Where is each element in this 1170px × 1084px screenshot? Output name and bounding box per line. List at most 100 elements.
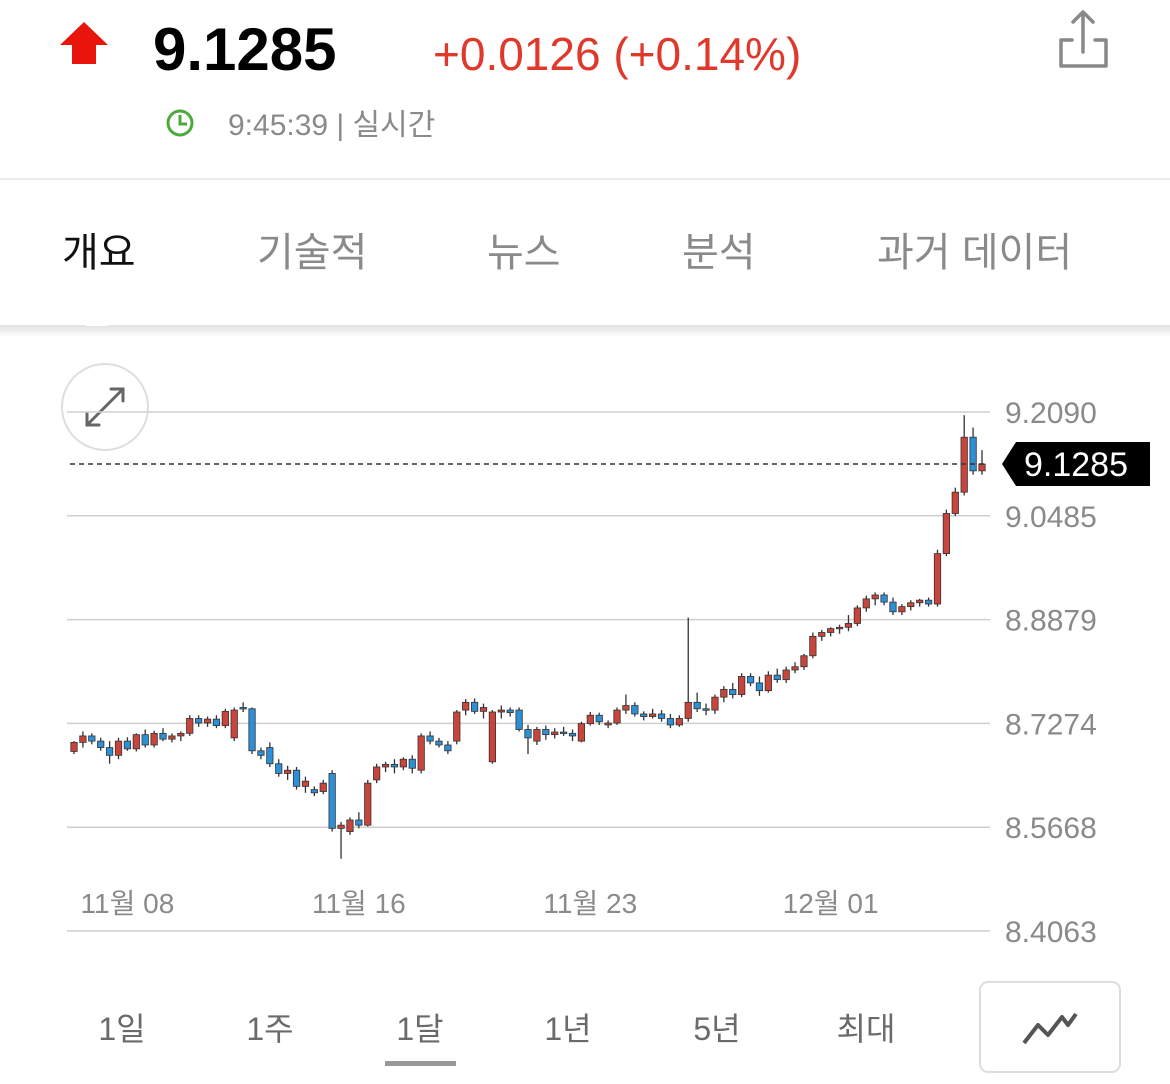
candle-body <box>70 741 78 752</box>
share-button[interactable] <box>1059 10 1108 68</box>
candle-body <box>186 718 194 734</box>
range-button[interactable]: 5년 <box>693 1011 740 1047</box>
candle-body <box>159 732 167 740</box>
candle-body <box>844 623 853 628</box>
y-tick-label: 9.0485 <box>1005 501 1097 534</box>
candle-body <box>97 740 105 748</box>
candle-body <box>364 782 372 826</box>
candle-body <box>649 713 657 717</box>
y-tick-label: 8.7274 <box>1005 708 1097 741</box>
candle-body <box>809 635 817 657</box>
candle-body <box>399 758 407 768</box>
candle-body <box>515 709 523 730</box>
candle-body <box>827 628 835 633</box>
candle-body <box>969 436 977 472</box>
tab-pointer <box>85 314 109 326</box>
range-button[interactable]: 1년 <box>544 1011 591 1047</box>
candle-body <box>631 705 639 715</box>
candle-body <box>560 731 568 734</box>
candle-body <box>470 701 479 712</box>
candle-body <box>773 674 781 681</box>
candle-body <box>933 553 942 605</box>
candle-body <box>595 714 603 723</box>
candle-body <box>880 594 888 603</box>
candle-body <box>444 744 452 752</box>
candle-body <box>346 819 354 833</box>
candle-body <box>337 824 345 829</box>
range-button[interactable]: 1주 <box>246 1011 293 1047</box>
candle-body <box>310 789 318 794</box>
candle-body <box>168 735 176 740</box>
candle-body <box>675 718 683 726</box>
candle-body <box>702 708 710 711</box>
x-tick-label: 11월 16 <box>312 888 406 919</box>
candle-body <box>177 732 185 737</box>
expand-button[interactable] <box>61 363 149 451</box>
candle-body <box>835 626 844 630</box>
candle-body <box>568 732 577 737</box>
candle-body <box>755 682 764 692</box>
candle-body <box>239 707 247 710</box>
candle-body <box>506 709 514 714</box>
candle-body <box>613 709 621 724</box>
candle-body <box>942 513 950 554</box>
candle-body <box>355 819 363 826</box>
tab[interactable]: 개요 <box>62 231 136 275</box>
candle-body <box>123 740 132 750</box>
candle-body <box>150 732 158 746</box>
candle-body <box>417 735 425 771</box>
candle-body <box>488 711 496 763</box>
candle-body <box>898 606 906 613</box>
candle-body <box>248 708 256 752</box>
candle-body <box>462 701 470 711</box>
candle-body <box>79 735 87 743</box>
candle-body <box>764 674 772 692</box>
candle-body <box>604 722 612 726</box>
candle-body <box>711 696 719 711</box>
candle-body <box>195 718 203 724</box>
candle-body <box>800 655 808 668</box>
candle-body <box>533 729 541 742</box>
x-tick-label: 12월 01 <box>783 888 879 919</box>
candle-body <box>212 718 221 726</box>
candle-body <box>818 632 826 637</box>
candle-body <box>551 731 559 736</box>
candle-body <box>203 718 212 724</box>
candle-body <box>524 729 532 739</box>
candle-body <box>862 598 870 609</box>
clock-icon <box>166 109 194 137</box>
price: 9.1285 <box>153 16 337 83</box>
candle-body <box>390 763 399 768</box>
candle-body <box>693 701 701 710</box>
candle-body <box>746 676 755 684</box>
candle-body <box>284 769 292 774</box>
candle-body <box>666 718 675 726</box>
time: 9:45:39 | 실시간 <box>228 109 435 142</box>
candle-body <box>275 763 283 774</box>
tab[interactable]: 기술적 <box>257 231 367 275</box>
candle-body <box>479 707 488 712</box>
tab[interactable]: 분석 <box>682 231 756 275</box>
candle-body <box>978 463 986 472</box>
candle-body <box>684 701 692 719</box>
chart-type-button[interactable] <box>979 981 1121 1073</box>
candle-body <box>907 602 915 608</box>
candle-body <box>106 747 114 756</box>
candle-body <box>916 599 924 604</box>
range-button[interactable]: 1일 <box>98 1011 145 1047</box>
candle-body <box>586 714 594 725</box>
candle-body <box>373 766 381 781</box>
range-button[interactable]: 최대 <box>837 1011 896 1047</box>
candle-body <box>951 491 959 514</box>
range-button[interactable]: 1달 <box>396 1011 443 1047</box>
y-tick-label: 8.5668 <box>1005 812 1097 845</box>
tab[interactable]: 과거 데이터 <box>877 231 1072 275</box>
last-price-tag <box>1002 442 1150 487</box>
y-tick-label: 8.4063 <box>1005 916 1097 949</box>
chart-type-icon <box>1022 1012 1078 1045</box>
tab[interactable]: 뉴스 <box>487 231 561 275</box>
candle-body <box>408 758 416 769</box>
candle-body <box>328 773 336 829</box>
candle-body <box>292 769 301 787</box>
